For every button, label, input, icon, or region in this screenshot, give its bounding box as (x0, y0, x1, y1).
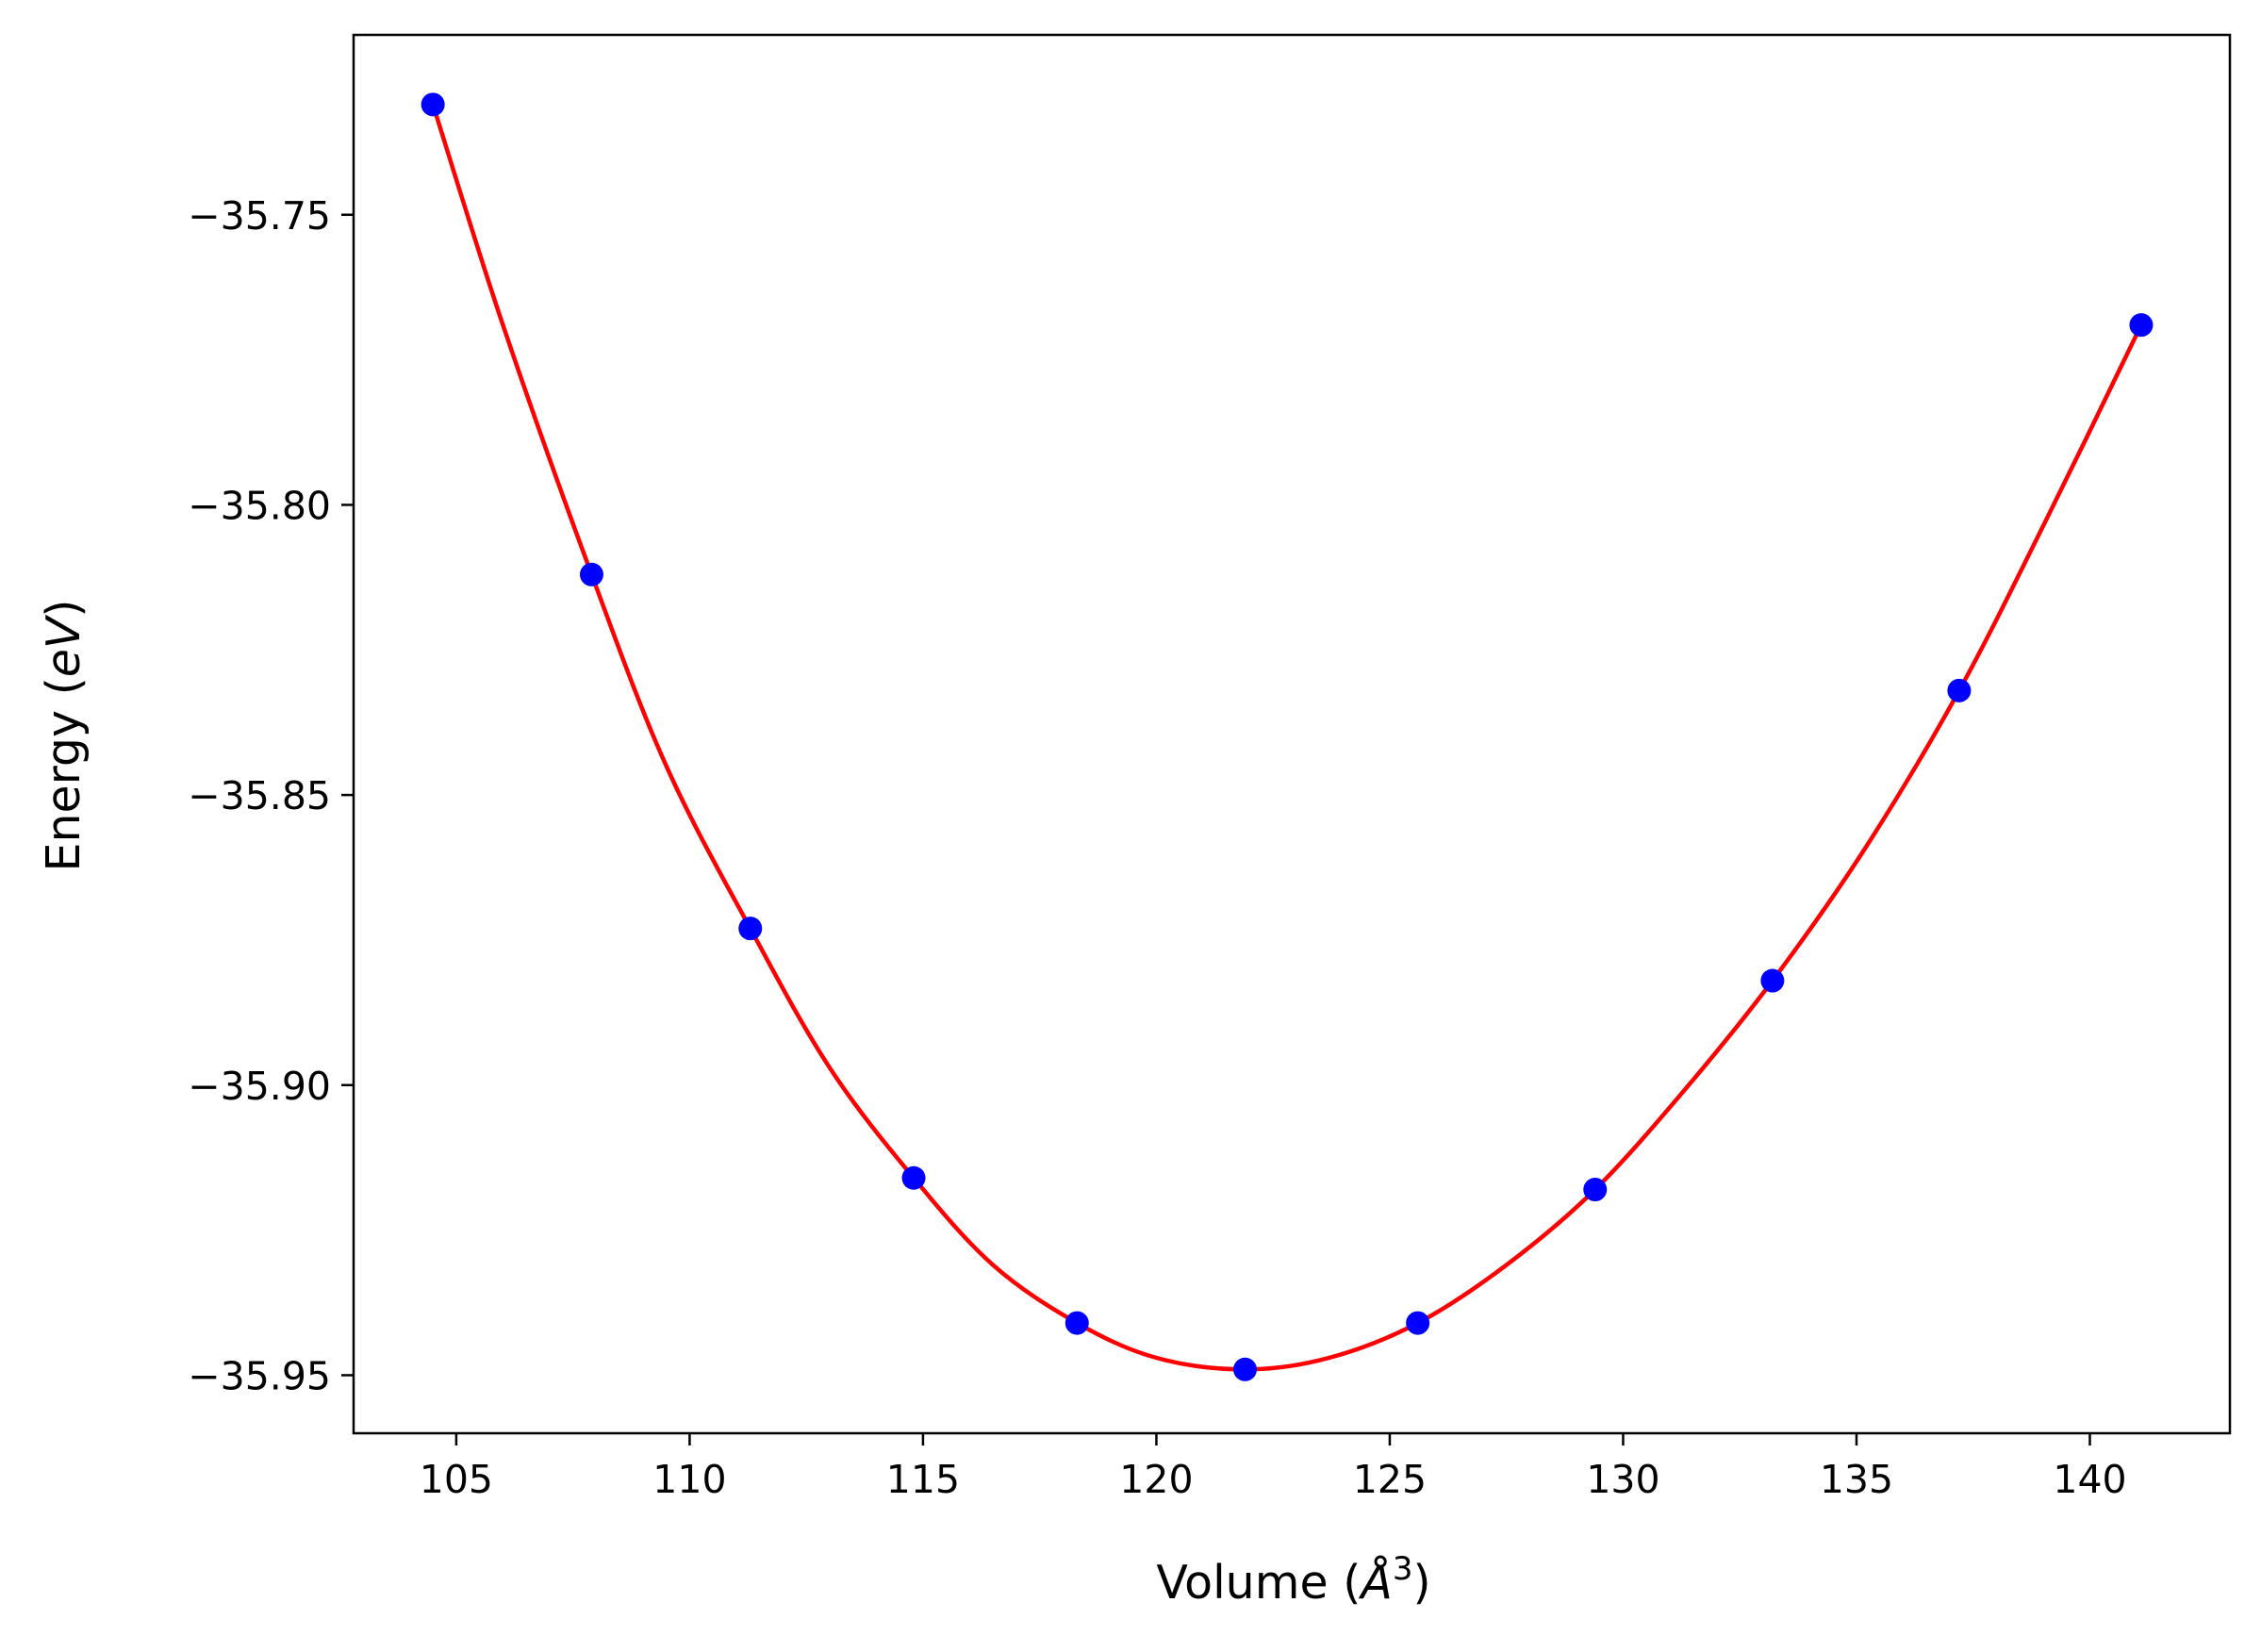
y-axis-label-prefix: Energy ( (37, 677, 91, 871)
data-point (738, 917, 763, 941)
data-point (1406, 1311, 1430, 1335)
x-axis-label-suffix: ) (1412, 1556, 1430, 1610)
x-tick-label: 125 (1353, 1457, 1427, 1502)
x-axis-label-superscript: 3 (1393, 1550, 1413, 1588)
x-axis-label-prefix: Volume ( (1156, 1556, 1361, 1610)
data-point (1583, 1178, 1608, 1202)
data-point (2129, 313, 2154, 338)
x-tick-label: 130 (1586, 1457, 1659, 1502)
x-tick-label: 120 (1119, 1457, 1193, 1502)
ticks-layer: 105 110 115 120 125 130 135 140 −35.75 −35.80 −35.… (188, 193, 2126, 1502)
x-tick-label: 135 (1820, 1457, 1893, 1502)
x-axis-label: Volume (Å3) (1156, 1550, 1430, 1610)
y-axis-label: Energy (eV) (37, 599, 91, 871)
data-point (1064, 1311, 1089, 1335)
y-tick-label: −35.80 (188, 483, 331, 528)
data-points-layer (421, 92, 2154, 1381)
data-point (579, 562, 603, 586)
y-tick-label: −35.85 (188, 773, 331, 818)
x-tick-label: 105 (420, 1457, 493, 1502)
y-tick-label: −35.75 (188, 193, 331, 239)
x-tick-label: 115 (886, 1457, 960, 1502)
x-axis-label-symbol: Å (1358, 1554, 1393, 1610)
y-tick-label: −35.90 (188, 1064, 331, 1109)
data-point (1232, 1357, 1257, 1381)
x-tick-label: 140 (2053, 1457, 2126, 1502)
data-point (421, 92, 445, 117)
x-tick-label: 110 (652, 1457, 726, 1502)
y-axis-label-suffix: ) (37, 599, 91, 617)
data-point (1947, 678, 1972, 702)
y-tick-label: −35.95 (188, 1353, 331, 1398)
data-point (1760, 968, 1785, 993)
y-axis-label-unit: eV (37, 614, 91, 677)
data-point (901, 1165, 926, 1190)
plot-frame (352, 33, 2232, 1435)
